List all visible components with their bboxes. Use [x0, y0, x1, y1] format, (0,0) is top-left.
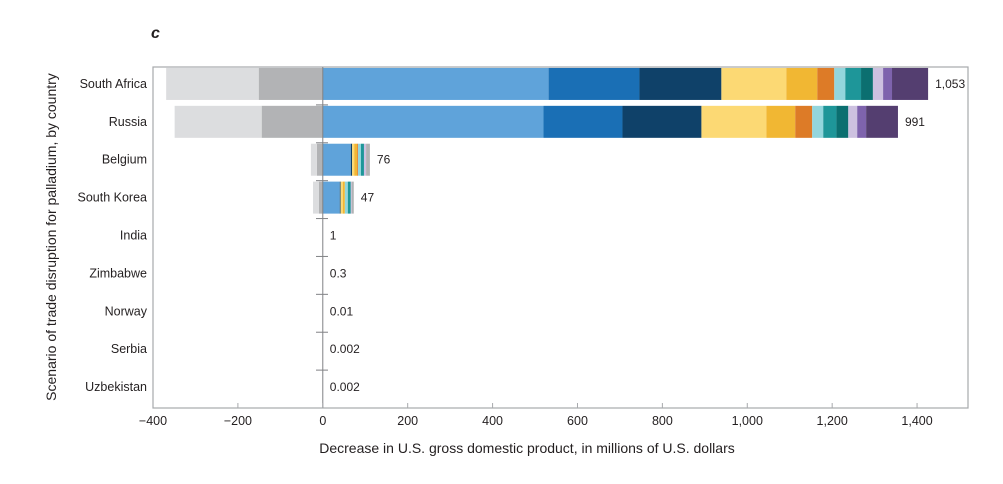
bar-segment-positive [322, 143, 351, 176]
bar-segment-negative [174, 105, 262, 138]
bar-segment-positive [848, 105, 858, 138]
bar-segment-positive [812, 105, 824, 138]
x-tick-label: 600 [567, 414, 588, 428]
bar-segment-positive [360, 143, 364, 176]
bar-segment-negative [313, 181, 319, 214]
plot-frame [152, 66, 969, 409]
bar-segment-positive [354, 143, 358, 176]
x-axis-title: Decrease in U.S. gross domestic product,… [319, 440, 735, 456]
bar-segment-negative [318, 181, 323, 214]
bar-segment-positive [344, 181, 348, 214]
category-label: South Africa [80, 77, 147, 91]
category-label: Zimbabwe [89, 266, 147, 280]
x-tick-label: 1,000 [732, 414, 763, 428]
bar-segment-positive [339, 181, 341, 214]
bar-segment-positive [892, 67, 929, 100]
y-axis-title: Scenario of trade disruption for palladi… [43, 73, 59, 401]
bar-segment-negative [310, 143, 317, 176]
category-label: Norway [105, 304, 148, 318]
bar-segment-positive [366, 143, 370, 176]
x-tick-label: −400 [139, 414, 167, 428]
bar-segment-positive [834, 67, 846, 100]
bar-segment-positive [795, 105, 813, 138]
bar-segment-positive [817, 67, 835, 100]
value-label: 0.002 [330, 342, 360, 356]
bar-segment-positive [622, 105, 702, 138]
bar-segment-positive [350, 143, 353, 176]
bar-segment-positive [340, 181, 343, 214]
bar-segment-positive [322, 67, 549, 100]
value-label: 0.002 [330, 380, 360, 394]
category-label: India [120, 229, 147, 243]
y-ticks-group [316, 104, 328, 371]
x-tick-label: 200 [397, 414, 418, 428]
category-label: South Korea [78, 191, 148, 205]
bar-segment-positive [866, 105, 898, 138]
bar-segment-positive [543, 105, 623, 138]
bar-segment-positive [322, 105, 544, 138]
bar-segment-positive [350, 181, 352, 214]
bar-segment-positive [701, 105, 767, 138]
bar-segment-positive [352, 143, 355, 176]
value-labels: 1,053 991 76 47 1 0.3 0.01 0.002 0.002 [330, 77, 966, 394]
value-label: 0.01 [330, 304, 354, 318]
bar-segment-positive [836, 105, 849, 138]
x-tick-label: 800 [652, 414, 673, 428]
bar-segment-positive [322, 181, 340, 214]
bar-segment-positive [883, 67, 893, 100]
bar-segment-positive [347, 181, 351, 214]
bar-segment-positive [351, 181, 354, 214]
bar-segment-positive [639, 67, 722, 100]
x-tick-label: 400 [482, 414, 503, 428]
x-tick-label: 1,200 [817, 414, 848, 428]
x-tick-label: 1,400 [901, 414, 932, 428]
bar-segment-negative [316, 143, 323, 176]
bar-segment-positive [548, 67, 640, 100]
value-label: 47 [361, 191, 375, 205]
bar-segment-positive [766, 105, 796, 138]
value-label: 0.3 [330, 266, 347, 280]
x-tick-label: 0 [319, 414, 326, 428]
category-label: Serbia [111, 342, 147, 356]
category-label: Uzbekistan [85, 380, 147, 394]
value-label: 1,053 [935, 77, 965, 91]
bar-segment-positive [342, 181, 345, 214]
bar-segment-positive [861, 67, 873, 100]
x-tick-label: −200 [224, 414, 252, 428]
bar-segment-positive [786, 67, 818, 100]
value-label: 76 [377, 153, 391, 167]
x-axis: −400 −200 0 200 400 600 800 1,000 1,200 1,400 [139, 403, 933, 428]
bars-group [166, 67, 929, 214]
bar-segment-negative [166, 67, 259, 100]
value-label: 991 [905, 115, 925, 129]
panel-label: c [151, 25, 160, 42]
bar-segment-negative [258, 67, 323, 100]
bar-segment-positive [358, 143, 361, 176]
bar-segment-positive [872, 67, 884, 100]
bar-segment-positive [845, 67, 862, 100]
bar-segment-positive [363, 143, 367, 176]
category-label: Russia [109, 115, 147, 129]
bar-segment-positive [721, 67, 787, 100]
bar-segment-positive [823, 105, 837, 138]
bar-segment-negative [261, 105, 323, 138]
bar-segment-positive [857, 105, 867, 138]
bar-segment-positive [357, 143, 359, 176]
category-labels: South Africa Russia Belgium South Korea Indi… [78, 77, 148, 394]
category-label: Belgium [102, 153, 147, 167]
value-label: 1 [330, 229, 337, 243]
